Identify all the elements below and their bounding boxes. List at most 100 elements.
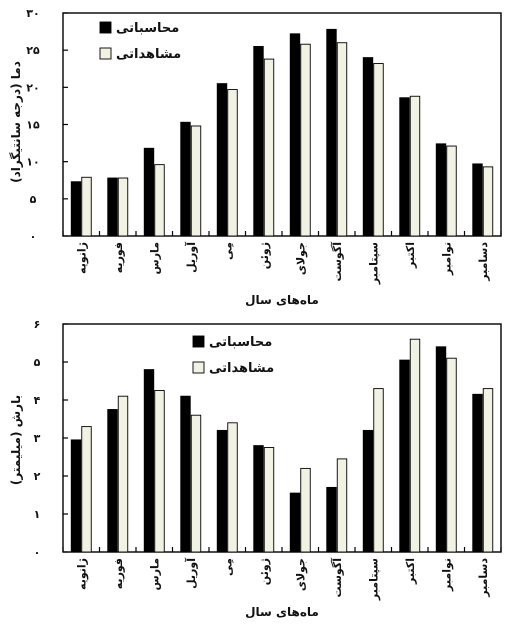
y-tick-label: ۱ [34,508,41,521]
x-tick-label: نوامبر [440,558,453,592]
y-tick-label: ۰ [30,230,37,243]
bar-observed [446,357,457,553]
bar-observed [373,63,384,237]
x-tick-label: ژانویه [75,558,88,590]
y-tick-label: ۳ [34,432,41,445]
x-tick-label: دسامبر [477,242,490,282]
y-tick-label: ۵ [30,193,37,206]
bar-calculated [216,83,228,237]
bar-observed [190,125,202,237]
y-tick-label: ۲ [34,470,41,483]
x-tick-label: اکتبر [404,558,417,585]
x-tick-label: جولای [294,558,307,591]
bar-observed [154,164,165,237]
bar-observed [81,176,92,237]
y-axis-label: بارش (میلیمتر) [9,395,23,485]
legend-label: محاسباتی [116,21,179,36]
bar-observed [81,426,92,553]
plot-frame [62,323,502,553]
bar-calculated [362,57,374,237]
x-tick-label: آگوست [330,558,344,598]
bar-observed [227,422,238,553]
bar-calculated [362,429,374,553]
bar-calculated [180,121,191,237]
bar-calculated [143,369,155,553]
bar-observed [482,166,494,237]
bar-observed [263,447,275,553]
legend-swatch [99,21,112,34]
legend-swatch [192,335,205,348]
legend-swatch [99,47,112,60]
x-tick-label: آوریل [184,558,198,589]
y-tick-label: ۱۵ [26,119,40,132]
bar-observed [482,388,494,553]
bar-calculated [107,177,118,237]
legend-swatch [192,361,205,374]
y-tick-label: ۱۰ [26,156,39,169]
bar-observed [263,58,275,237]
bar-calculated [326,486,337,553]
y-tick-label: ۲۰ [26,81,39,94]
bar-observed [300,43,311,237]
x-tick-label: مِی [221,558,234,576]
bar-observed [190,414,202,553]
x-tick-label: آوریل [184,242,198,273]
x-tick-label: دسامبر [477,558,490,598]
legend-label: مشاهداتی [116,47,181,62]
x-axis-label: ماه‌های سال [245,605,319,619]
x-tick-label: سپتامبر [367,242,380,285]
bar-calculated [289,33,301,237]
x-tick-label: مارس [148,558,161,590]
bar-calculated [435,143,447,237]
bar-calculated [435,346,447,553]
y-tick-label: ۵ [34,356,41,369]
bar-observed [446,145,457,237]
precipitation-chart: ۰ ۱ ۲ ۳ ۴ ۵ ۶ ژانویه فوریه مارس آوریل مِی ژوئن جولای آ… [9,318,502,619]
y-tick-label: ۰ [34,546,41,559]
x-tick-label: مارس [148,242,161,274]
bar-observed [300,467,311,553]
bar-calculated [253,46,264,237]
bar-calculated [180,395,191,553]
bar-observed [409,95,421,237]
bar-observed [336,42,348,237]
bar-calculated [472,393,483,553]
bar-calculated [143,147,155,237]
x-axis-label: ماه‌های سال [245,293,319,307]
bar-observed [336,458,348,553]
bar-observed [154,390,165,553]
bar-observed [373,388,384,553]
bar-observed [117,395,129,553]
x-tick-label: مِی [221,242,234,260]
x-tick-label: جولای [294,242,307,275]
legend-label: مشاهداتی [209,361,274,376]
legend-label: محاسباتی [209,335,272,350]
y-tick-label: ۴ [34,394,41,407]
y-tick-label: ۲۵ [26,44,40,57]
y-tick-label: ۶ [34,318,41,331]
bar-observed [117,177,129,237]
x-tick-label: آگوست [330,242,344,282]
temperature-chart: ۰ ۵ ۱۰ ۱۵ ۲۰ ۲۵ ۳۰ ژانویه فوریه مارس آوریل مِی ژوئن ج… [9,7,502,307]
bar-calculated [70,181,82,237]
x-tick-label: نوامبر [440,242,453,276]
x-tick-label: فوریه [112,242,125,273]
bar-calculated [326,28,337,237]
bar-calculated [472,163,483,237]
bar-calculated [107,409,118,553]
y-tick-label: ۳۰ [26,7,39,20]
bar-calculated [216,429,228,553]
bar-observed [409,338,421,553]
x-tick-label: فوریه [112,558,125,589]
bar-calculated [399,359,410,553]
bar-calculated [289,492,301,553]
y-axis-label: دما (درجه سانتیگراد) [9,61,23,183]
x-tick-label: ژوئن [258,558,271,585]
x-tick-label: ژانویه [75,242,88,274]
x-tick-label: ژوئن [258,242,271,269]
x-tick-label: سپتامبر [367,558,380,601]
x-tick-label: اکتبر [404,242,417,269]
bar-calculated [253,445,264,553]
bar-calculated [399,97,410,237]
